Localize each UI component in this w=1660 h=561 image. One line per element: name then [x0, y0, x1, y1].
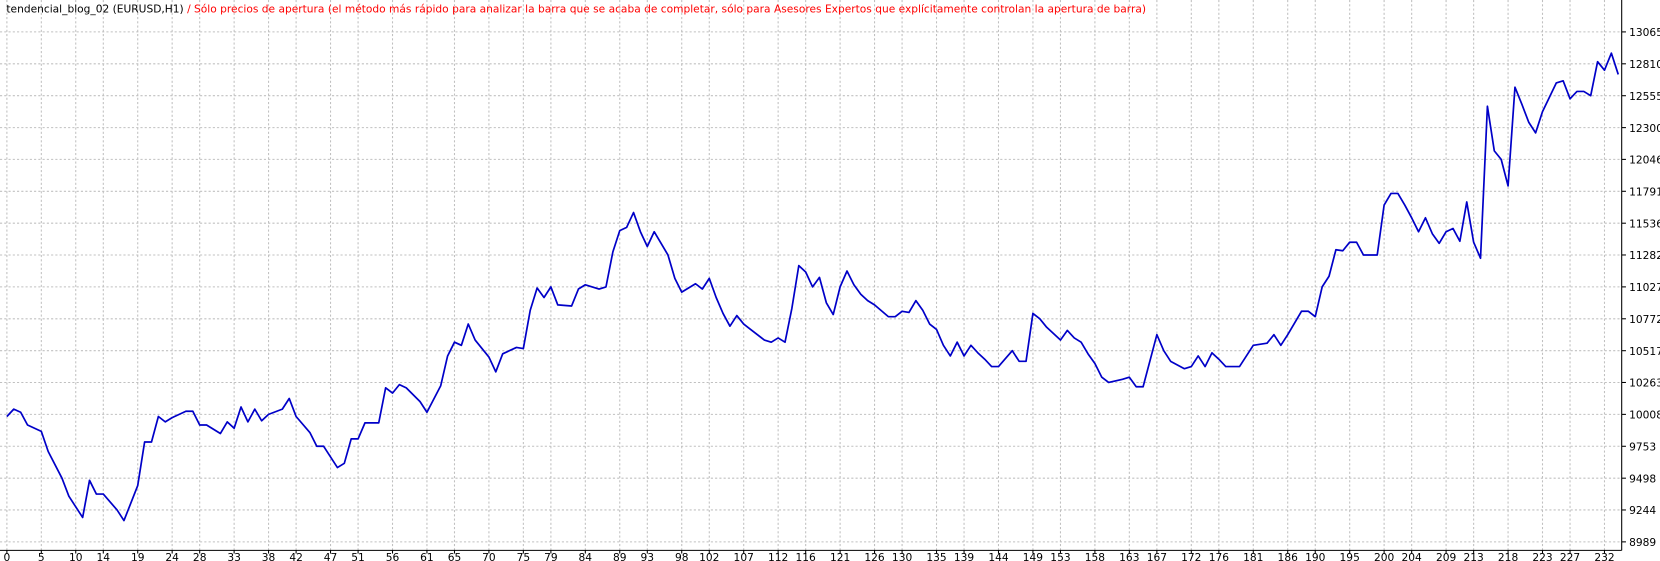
x-tick-label: 65 — [448, 551, 462, 561]
x-tick-label: 223 — [1532, 551, 1552, 561]
y-tick-label: 11027 — [1629, 281, 1660, 294]
x-tick-label: 172 — [1181, 551, 1201, 561]
x-tick-label: 158 — [1085, 551, 1106, 561]
y-tick-label: 9753 — [1629, 441, 1656, 454]
x-tick-label: 89 — [613, 551, 627, 561]
y-tick-label: 10263 — [1629, 377, 1660, 390]
y-tick-label: 12555 — [1629, 90, 1660, 103]
x-tick-label: 130 — [892, 551, 913, 561]
y-tick-label: 13065 — [1629, 26, 1660, 39]
x-tick-label: 79 — [544, 551, 558, 561]
y-tick-label: 12810 — [1629, 58, 1660, 71]
y-tick-label: 10772 — [1629, 313, 1660, 326]
x-tick-label: 181 — [1243, 551, 1263, 561]
x-tick-label: 227 — [1560, 551, 1580, 561]
x-tick-label: 112 — [768, 551, 788, 561]
line-series — [6, 52, 1620, 522]
x-tick-label: 70 — [482, 551, 496, 561]
x-tick-label: 186 — [1278, 551, 1299, 561]
x-tick-label: 24 — [165, 551, 179, 561]
x-tick-label: 176 — [1209, 551, 1230, 561]
x-tick-label: 33 — [227, 551, 241, 561]
x-tick-label: 135 — [926, 551, 946, 561]
y-tick-label: 11282 — [1629, 249, 1660, 262]
x-tick-label: 56 — [386, 551, 400, 561]
y-tick-label: 11791 — [1629, 186, 1660, 199]
x-tick-label: 209 — [1436, 551, 1457, 561]
x-tick-label: 102 — [699, 551, 719, 561]
x-tick-label: 98 — [675, 551, 689, 561]
x-tick-label: 93 — [641, 551, 655, 561]
x-tick-label: 116 — [796, 551, 817, 561]
header: tendencial_blog_02 (EURUSD,H1) / Sólo pr… — [6, 3, 1146, 16]
x-tick-label: 153 — [1050, 551, 1070, 561]
x-tick-label: 149 — [1023, 551, 1044, 561]
x-tick-label: 204 — [1402, 551, 1423, 561]
chart-title: tendencial_blog_02 (EURUSD,H1) — [6, 3, 183, 16]
x-tick-label: 163 — [1119, 551, 1139, 561]
x-tick-label: 121 — [830, 551, 850, 561]
x-tick-label: 75 — [517, 551, 531, 561]
x-tick-label: 232 — [1594, 551, 1614, 561]
x-tick-label: 144 — [988, 551, 1009, 561]
x-tick-label: 38 — [262, 551, 276, 561]
y-tick-label: 12046 — [1629, 154, 1660, 167]
x-tick-label: 47 — [324, 551, 338, 561]
y-tick-label: 12300 — [1629, 122, 1660, 135]
x-tick-label: 84 — [579, 551, 593, 561]
x-tick-label: 61 — [420, 551, 434, 561]
x-tick-label: 28 — [193, 551, 207, 561]
x-tick-label: 42 — [289, 551, 303, 561]
x-tick-label: 19 — [131, 551, 145, 561]
y-tick-label: 10008 — [1629, 409, 1660, 422]
x-tick-label: 10 — [69, 551, 83, 561]
y-tick-label: 10517 — [1629, 345, 1660, 358]
x-tick-label: 218 — [1498, 551, 1519, 561]
y-tick-label: 9498 — [1629, 472, 1656, 485]
x-tick-label: 5 — [38, 551, 45, 561]
y-tick-label: 9244 — [1629, 504, 1656, 517]
chart-subtitle: / Sólo precios de apertura (el método má… — [187, 3, 1146, 16]
x-tick-label: 107 — [734, 551, 754, 561]
x-tick-label: 195 — [1340, 551, 1360, 561]
y-tick-label: 11536 — [1629, 217, 1660, 230]
x-tick-label: 139 — [954, 551, 975, 561]
x-tick-label: 167 — [1147, 551, 1167, 561]
x-tick-label: 0 — [4, 551, 11, 561]
x-tick-label: 126 — [864, 551, 885, 561]
x-tick-label: 200 — [1374, 551, 1395, 561]
x-tick-label: 14 — [97, 551, 111, 561]
x-tick-label: 51 — [351, 551, 365, 561]
x-tick-label: 190 — [1305, 551, 1326, 561]
y-tick-label: 8989 — [1629, 536, 1656, 549]
x-tick-label: 213 — [1463, 551, 1483, 561]
